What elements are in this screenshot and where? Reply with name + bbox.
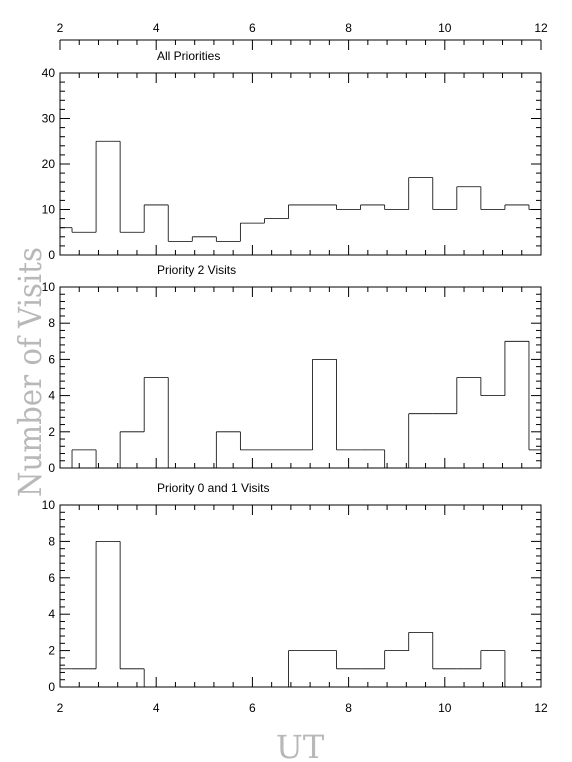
panel-frame — [59, 72, 542, 256]
y-tick-label: 0 — [48, 680, 55, 694]
bottom-axis-tick-label: 12 — [534, 701, 548, 715]
panel-frame — [59, 504, 542, 688]
top-axis-tick-label: 2 — [57, 21, 64, 35]
y-tick-label: 10 — [42, 280, 56, 294]
top-axis-tick-label: 10 — [438, 21, 452, 35]
y-tick-label: 4 — [48, 607, 55, 621]
y-tick-label: 6 — [48, 571, 55, 585]
y-tick-label: 20 — [42, 157, 56, 171]
histogram-panel-3: 0 2 4 6 8 10 Priority 0 and 1 Visits — [42, 481, 542, 694]
y-axis-title: Number of Visits — [11, 247, 49, 497]
y-tick-label: 40 — [42, 66, 56, 80]
panel-title: Priority 0 and 1 Visits — [157, 481, 270, 495]
y-tick-label: 4 — [48, 389, 55, 403]
y-tick-label: 8 — [48, 316, 55, 330]
bottom-axis-tick-label: 10 — [438, 701, 452, 715]
top-axis-tick-label: 6 — [249, 21, 256, 35]
y-tick-label: 0 — [48, 461, 55, 475]
top-axis-tick-label: 8 — [345, 21, 352, 35]
top-axis-tick-label: 4 — [153, 21, 160, 35]
panel-title: All Priorities — [157, 49, 220, 63]
histogram-panel-1: 0 10 20 30 40 All Priorities — [42, 49, 542, 262]
y-tick-label: 10 — [42, 498, 56, 512]
top-axis-tick-label: 12 — [534, 21, 548, 35]
bottom-axis-tick-label: 6 — [249, 701, 256, 715]
histogram-panel-2: 0 2 4 6 8 10 Priority 2 Visits — [42, 263, 542, 475]
y-tick-label: 30 — [42, 112, 56, 126]
bottom-axis-tick-label: 2 — [57, 701, 64, 715]
y-tick-label: 0 — [48, 248, 55, 262]
bottom-axis-tick-label: 8 — [345, 701, 352, 715]
y-tick-label: 8 — [48, 534, 55, 548]
y-tick-label: 10 — [42, 203, 56, 217]
panel-frame — [59, 286, 542, 469]
y-tick-label: 2 — [48, 425, 55, 439]
y-tick-label: 6 — [48, 352, 55, 366]
bottom-ut-axis: 2 4 6 8 10 12 — [57, 701, 548, 715]
panel-title: Priority 2 Visits — [157, 263, 236, 277]
y-tick-label: 2 — [48, 644, 55, 658]
x-axis-title: UT — [276, 728, 325, 762]
top-ut-axis: 2 4 6 8 10 12 — [57, 21, 548, 50]
bottom-axis-tick-label: 4 — [153, 701, 160, 715]
